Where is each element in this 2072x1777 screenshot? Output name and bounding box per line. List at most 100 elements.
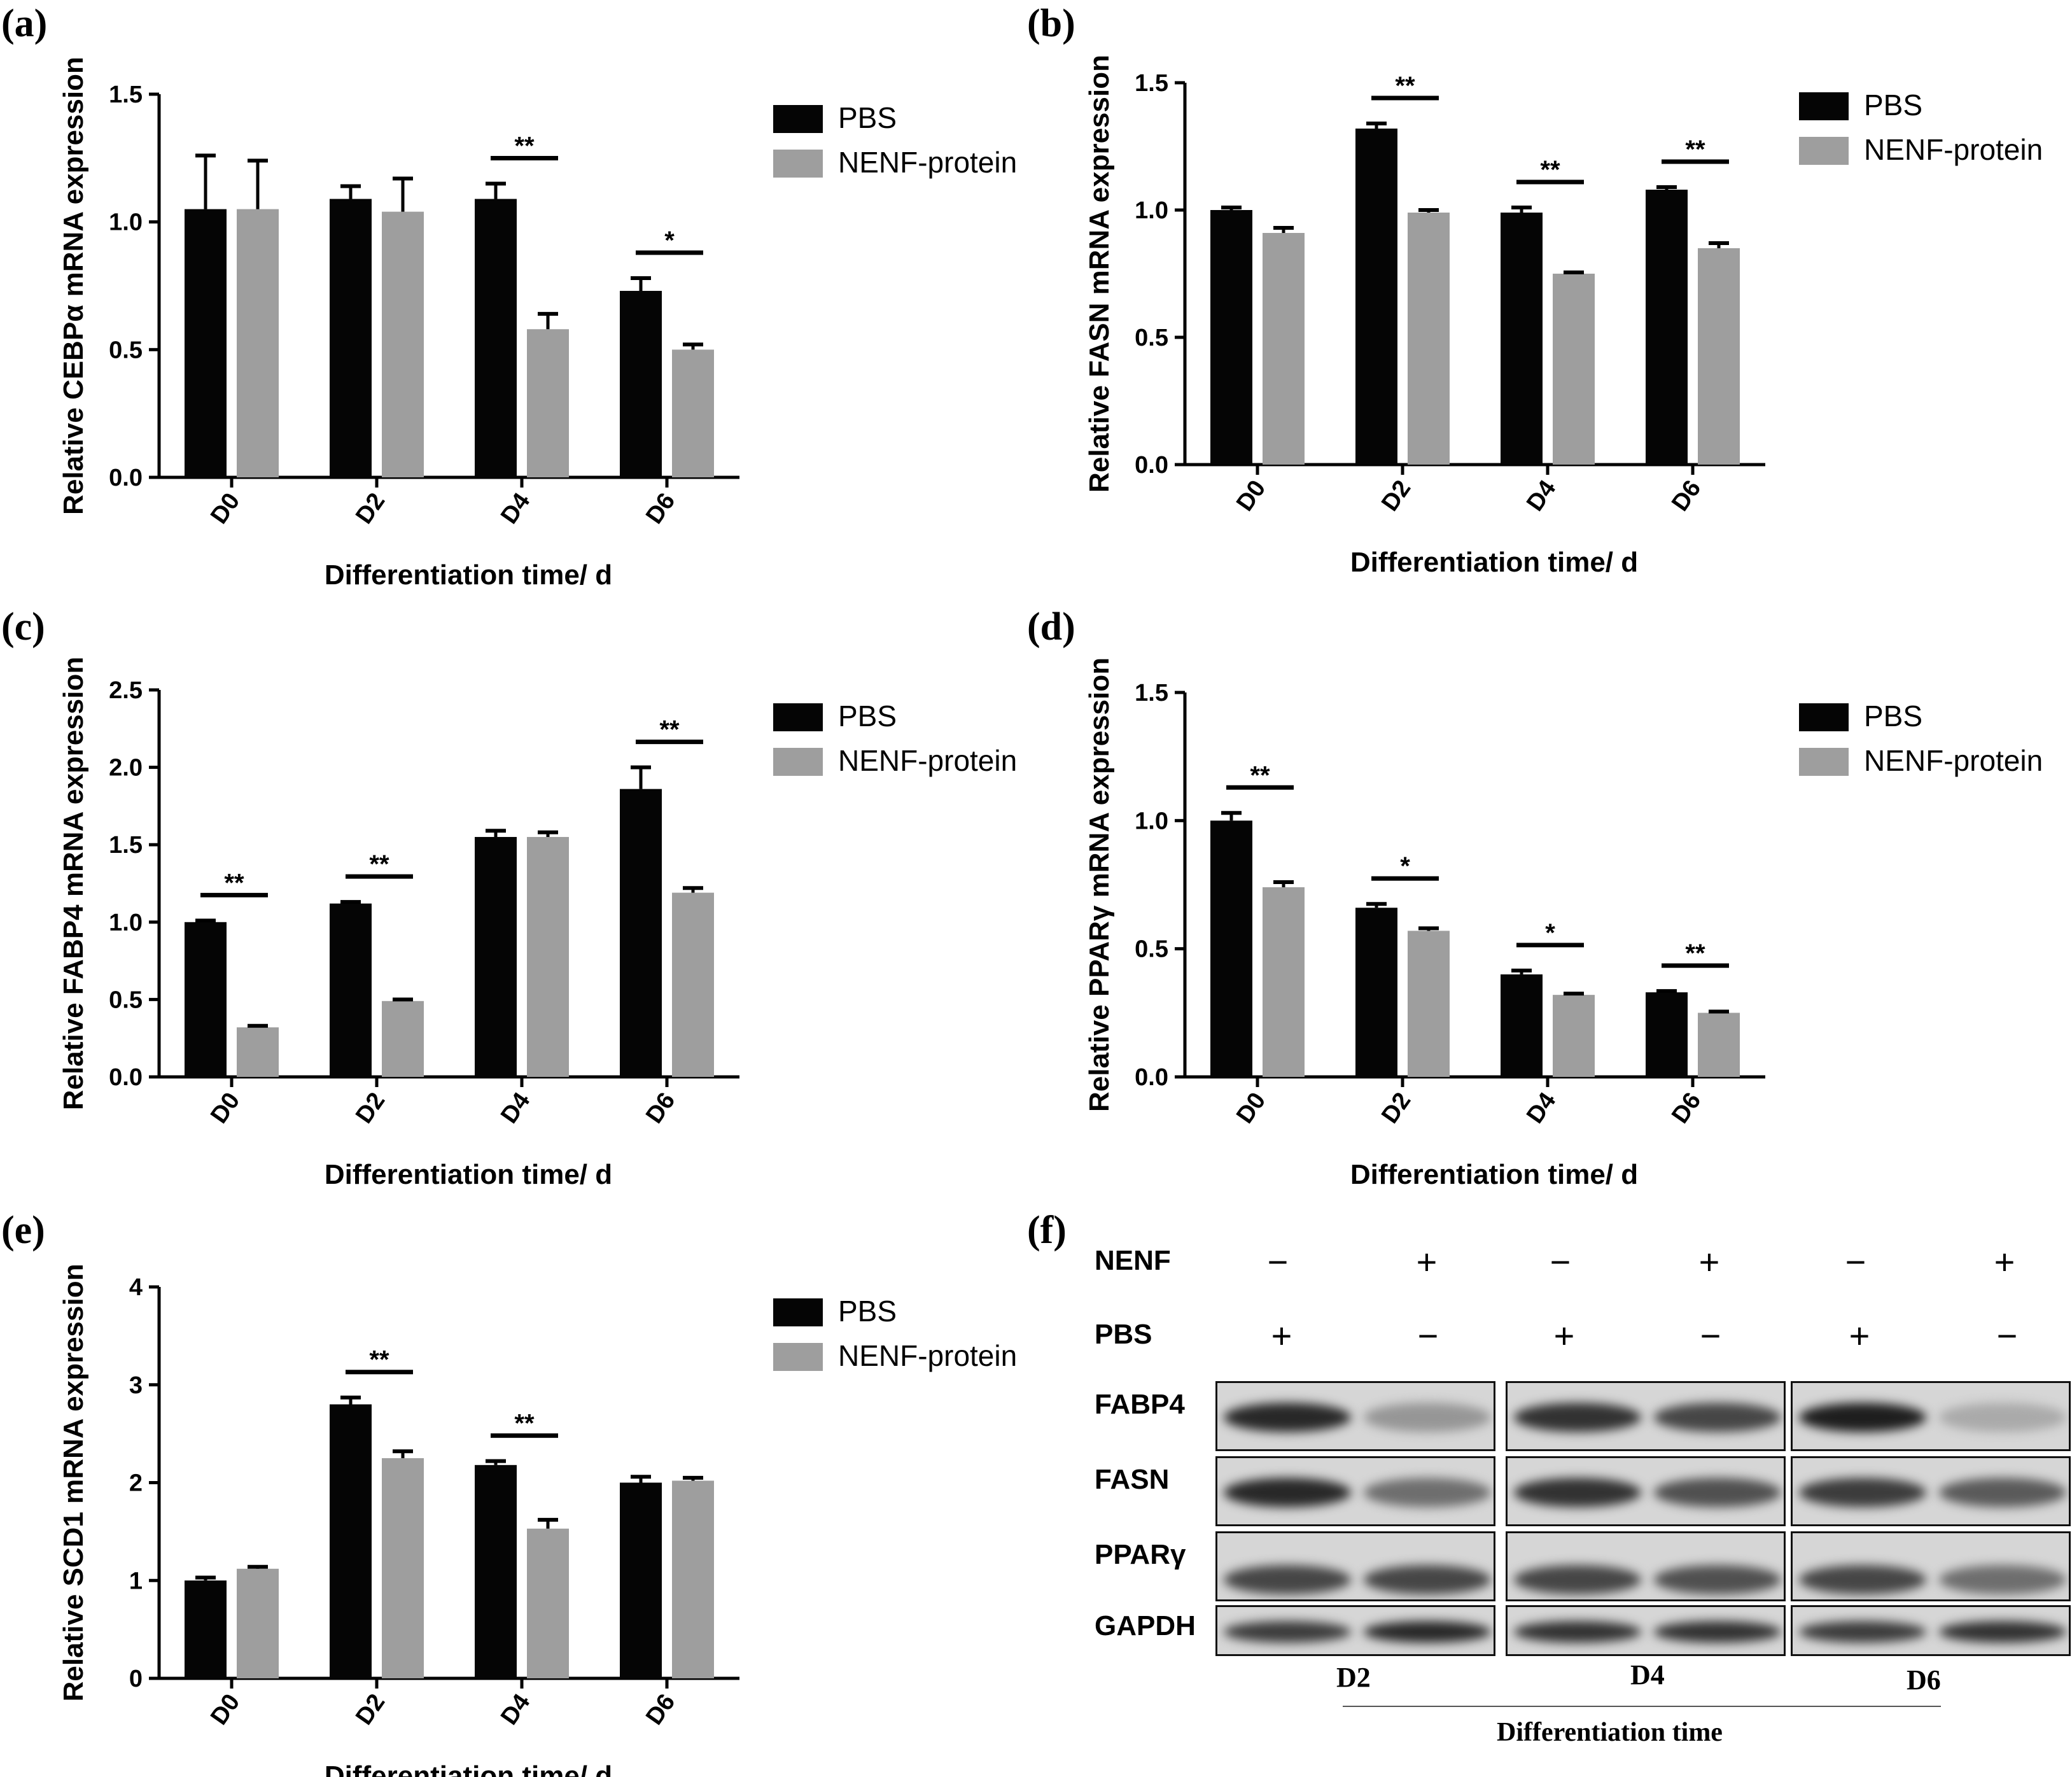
x-tick-label: D4 (1522, 1088, 1561, 1128)
legend-label-pbs: PBS (1864, 88, 1922, 122)
x-axis-label: Differentiation time/ d (325, 559, 612, 591)
blot-membrane (1791, 1381, 2071, 1451)
bar-pbs (1646, 992, 1688, 1077)
blot-membrane (1506, 1456, 1786, 1526)
y-tick-label: 1.5 (1135, 680, 1168, 706)
pbs-sign: − (1417, 1316, 1439, 1356)
legend-swatch-pbs (773, 1298, 823, 1326)
legend-swatch-nenf (1799, 137, 1849, 165)
nenf-sign: − (1845, 1242, 1866, 1282)
y-axis-label: Relative FABP4 mRNA expression (58, 657, 89, 1110)
y-tick-label: 1.0 (1135, 808, 1168, 834)
significance-mark: ** (1685, 136, 1705, 164)
blot-membrane (1215, 1381, 1495, 1451)
x-tick-label: D2 (351, 1088, 390, 1128)
blot-band (1224, 1402, 1351, 1432)
legend-label-pbs: PBS (838, 101, 897, 134)
significance-mark: ** (369, 1346, 389, 1374)
x-tick-label: D0 (206, 1088, 245, 1128)
x-axis-label: Differentiation time/ d (1350, 1159, 1638, 1190)
bar-nenf (237, 1568, 279, 1678)
blot-band (1364, 1477, 1491, 1507)
blot-band (1654, 1402, 1781, 1432)
bar-pbs (1355, 129, 1397, 465)
bar-pbs (1210, 210, 1252, 465)
legend-label-nenf: NENF-protein (838, 146, 1017, 179)
blot-membrane (1791, 1456, 2071, 1526)
bar-pbs (475, 1464, 517, 1678)
blot-band (1654, 1621, 1781, 1643)
significance-mark: * (1400, 852, 1410, 880)
bar-pbs (620, 789, 662, 1077)
bar-nenf (672, 1480, 714, 1678)
blot-axis-label: Differentiation time (1497, 1718, 1723, 1747)
nenf-sign: + (1698, 1242, 1720, 1282)
bar-nenf (1408, 931, 1450, 1077)
significance-mark: ** (659, 716, 680, 744)
y-axis-label: Relative CEBPα mRNA expression (58, 57, 89, 515)
x-tick-label: D6 (1667, 1088, 1706, 1128)
blot-band (1939, 1402, 2066, 1432)
y-tick-label: 0.5 (1135, 325, 1168, 351)
legend-label-nenf: NENF-protein (838, 1339, 1017, 1372)
pbs-sign: + (1271, 1316, 1292, 1356)
significance-mark: ** (1250, 761, 1270, 789)
blot-band (1224, 1621, 1351, 1643)
legend-label-pbs: PBS (838, 699, 897, 733)
significance-mark: ** (1395, 72, 1415, 100)
bar-nenf (672, 892, 714, 1077)
bar-nenf (382, 1001, 424, 1077)
x-tick-label: D4 (496, 488, 535, 529)
bar-nenf (1553, 274, 1595, 465)
panel-letter-e: (e) (1, 1209, 45, 1252)
x-tick-label: D0 (1231, 1088, 1271, 1128)
bar-pbs (620, 1482, 662, 1678)
y-axis-label: Relative FASN mRNA expression (1084, 55, 1115, 493)
x-tick-label: D4 (1522, 475, 1561, 516)
western-blot-panel: NENF PBS − + − + − + + − + − + − FABP4 F… (1082, 1228, 2072, 1777)
x-tick-label: D2 (351, 488, 390, 529)
panel-letter-f: (f) (1027, 1209, 1067, 1252)
blot-protein-label-gapdh: GAPDH (1095, 1610, 1196, 1641)
nenf-sign: − (1550, 1242, 1571, 1282)
blot-membrane (1506, 1381, 1786, 1451)
y-tick-label: 0.0 (109, 465, 143, 491)
blot-time-d4: D4 (1630, 1659, 1665, 1690)
bar-nenf (1408, 213, 1450, 465)
chart-cebpa: 0.0 0.5 1.0 1.5 Relative CEBPα mRNA expressi… (58, 57, 1017, 591)
nenf-sign: + (1416, 1242, 1438, 1282)
blot-membrane (1506, 1531, 1786, 1601)
x-tick-label: D6 (1667, 475, 1706, 516)
legend-swatch-nenf (1799, 748, 1849, 776)
bar-pbs (185, 209, 227, 477)
x-axis-label: Differentiation time/ d (1350, 547, 1638, 578)
x-tick-label: D4 (496, 1088, 535, 1128)
y-tick-label: 2.0 (109, 755, 143, 782)
significance-mark: ** (514, 1410, 535, 1438)
blot-band (1224, 1477, 1351, 1507)
blot-band (1799, 1402, 1926, 1432)
bar-pbs (185, 922, 227, 1077)
significance-mark: ** (369, 850, 389, 878)
blot-time-d6: D6 (1907, 1664, 1941, 1696)
x-tick-label: D6 (641, 1689, 680, 1730)
blot-membrane (1506, 1605, 1786, 1656)
bar-pbs (1646, 190, 1688, 465)
blot-band (1654, 1564, 1781, 1594)
x-axis-label: Differentiation time/ d (325, 1760, 612, 1777)
blot-band (1364, 1621, 1491, 1643)
y-tick-label: 1.5 (109, 832, 143, 859)
legend-label-nenf: NENF-protein (1864, 744, 2043, 777)
blot-band (1514, 1477, 1641, 1507)
y-tick-label: 1.0 (109, 910, 143, 936)
y-tick-label: 0.5 (109, 987, 143, 1013)
x-tick-label: D0 (1231, 475, 1271, 516)
blot-band (1364, 1564, 1491, 1594)
bar-pbs (620, 291, 662, 477)
blot-band (1364, 1402, 1491, 1432)
blot-band (1514, 1621, 1641, 1643)
y-tick-label: 3 (129, 1372, 143, 1399)
significance-mark: ** (514, 132, 535, 160)
y-tick-label: 1.5 (109, 81, 143, 108)
blot-band (1224, 1564, 1351, 1594)
